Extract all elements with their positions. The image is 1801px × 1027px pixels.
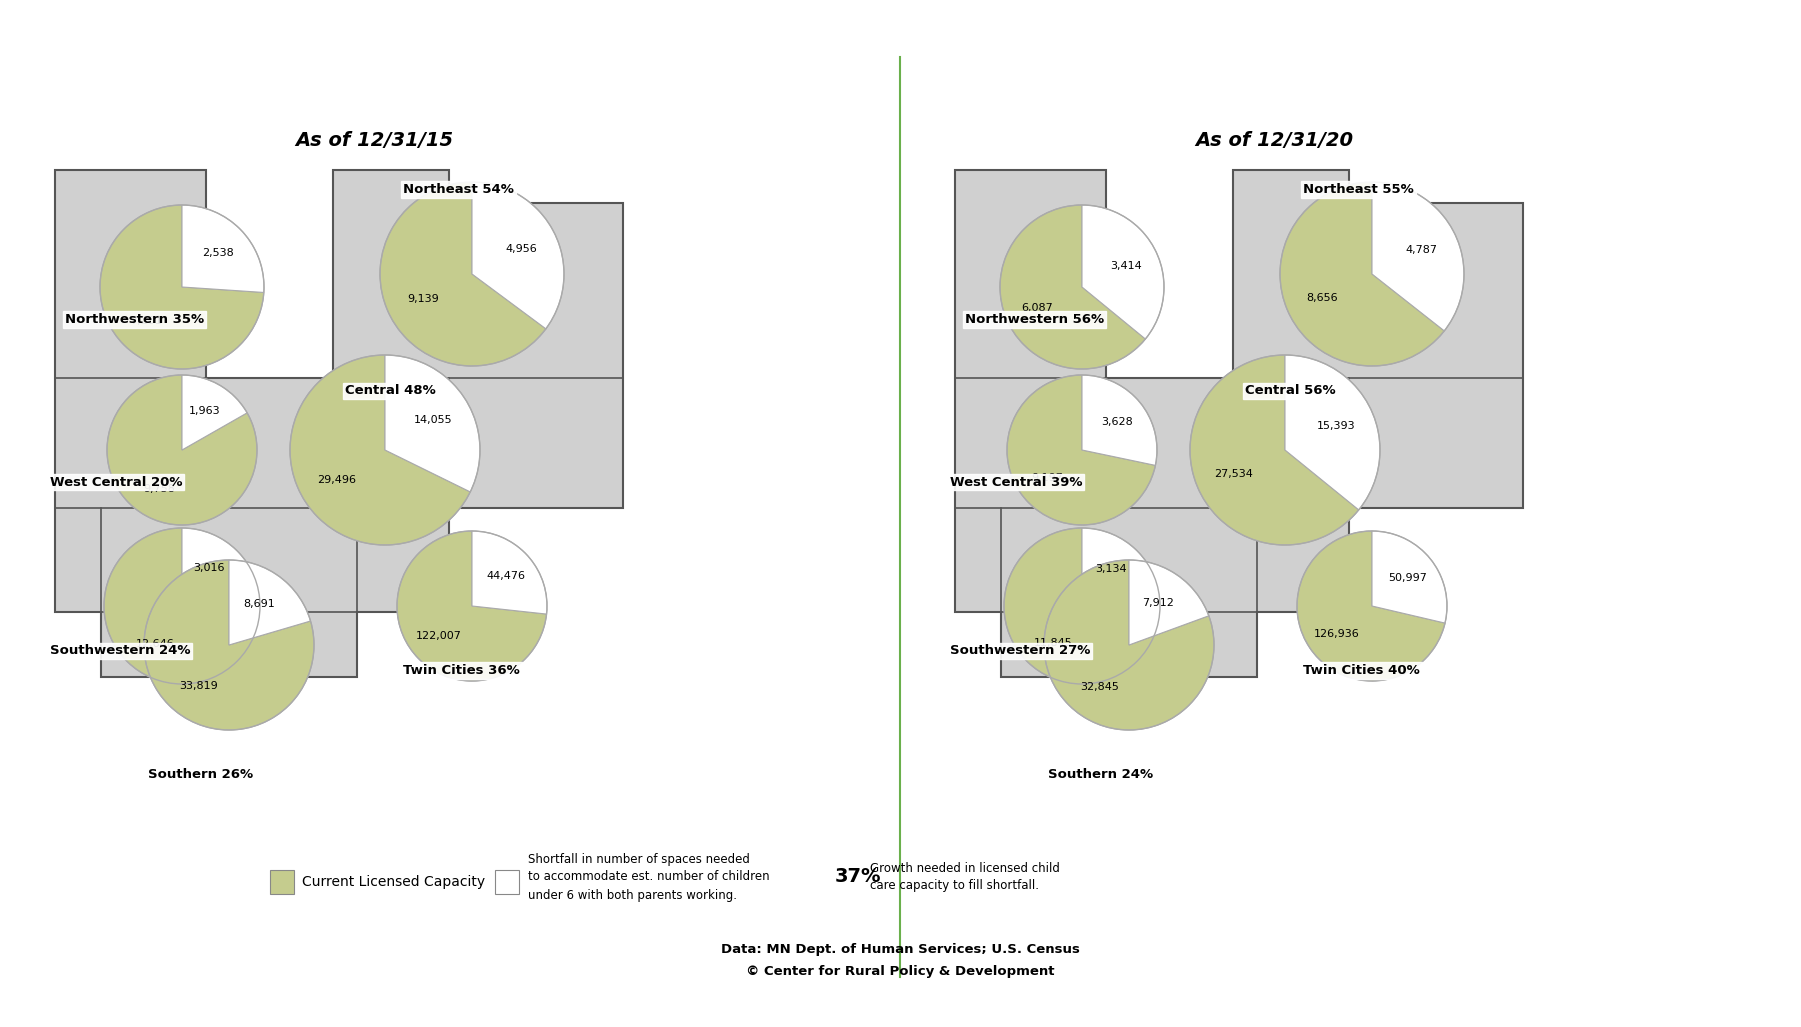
Text: Shortfall in number of spaces needed
to accommodate est. number of children
unde: Shortfall in number of spaces needed to … <box>528 852 769 902</box>
Wedge shape <box>1045 560 1214 730</box>
Text: 7,201: 7,201 <box>130 315 162 326</box>
Text: Central 48%: Central 48% <box>346 384 436 397</box>
Text: 122,007: 122,007 <box>416 631 461 641</box>
Text: 126,936: 126,936 <box>1315 629 1360 639</box>
Text: Southern 26%: Southern 26% <box>148 768 252 781</box>
Text: Southwestern 24%: Southwestern 24% <box>50 645 191 657</box>
Text: 9,758: 9,758 <box>144 484 175 494</box>
Wedge shape <box>1082 205 1163 339</box>
Wedge shape <box>1281 182 1444 366</box>
FancyBboxPatch shape <box>495 870 519 893</box>
Text: 50,997: 50,997 <box>1389 573 1426 583</box>
Wedge shape <box>106 375 258 525</box>
Text: Northeast 55%: Northeast 55% <box>1302 183 1414 196</box>
Text: As of 12/31/15: As of 12/31/15 <box>295 130 454 150</box>
Text: Northeast 54%: Northeast 54% <box>403 183 513 196</box>
Text: 3,134: 3,134 <box>1095 564 1126 574</box>
Wedge shape <box>1190 355 1358 545</box>
Text: 4,787: 4,787 <box>1405 244 1437 255</box>
Text: Twin Cities 36%: Twin Cities 36% <box>403 664 520 677</box>
Text: Twin Cities 40%: Twin Cities 40% <box>1302 664 1419 677</box>
Wedge shape <box>1082 528 1158 606</box>
Wedge shape <box>101 205 263 369</box>
Wedge shape <box>229 560 310 645</box>
Text: 3,414: 3,414 <box>1111 261 1142 271</box>
Wedge shape <box>182 375 247 450</box>
Text: 3,628: 3,628 <box>1100 417 1133 426</box>
Text: 8,656: 8,656 <box>1306 293 1338 303</box>
Text: Northwestern 35%: Northwestern 35% <box>65 313 204 326</box>
Text: 7,912: 7,912 <box>1142 598 1174 608</box>
Text: 9,139: 9,139 <box>407 294 439 304</box>
Text: Growth needed in licensed child
care capacity to fill shortfall.: Growth needed in licensed child care cap… <box>870 862 1059 892</box>
Text: 8,691: 8,691 <box>243 599 276 609</box>
Wedge shape <box>1372 182 1464 331</box>
Text: © Center for Rural Policy & Development: © Center for Rural Policy & Development <box>746 965 1054 979</box>
Wedge shape <box>290 355 470 545</box>
Wedge shape <box>380 182 546 366</box>
Text: 44,476: 44,476 <box>486 571 524 581</box>
Wedge shape <box>182 205 265 293</box>
Wedge shape <box>104 528 259 684</box>
Wedge shape <box>1007 375 1156 525</box>
Wedge shape <box>144 560 313 730</box>
Text: 27,534: 27,534 <box>1214 469 1253 480</box>
Wedge shape <box>472 531 548 614</box>
Text: 3,016: 3,016 <box>193 563 225 572</box>
Wedge shape <box>1003 528 1160 684</box>
Text: West Central 39%: West Central 39% <box>949 476 1082 489</box>
Text: 2,538: 2,538 <box>202 249 234 259</box>
Text: Current Licensed Capacity: Current Licensed Capacity <box>303 875 484 889</box>
Text: 14,055: 14,055 <box>414 415 452 425</box>
Text: 33,819: 33,819 <box>178 681 218 691</box>
Text: 1,963: 1,963 <box>189 406 220 416</box>
Polygon shape <box>955 170 1524 677</box>
Text: Southwestern 27%: Southwestern 27% <box>949 645 1090 657</box>
Text: 15,393: 15,393 <box>1317 420 1356 430</box>
Text: 12,646: 12,646 <box>137 640 175 649</box>
Text: West Central 20%: West Central 20% <box>50 476 182 489</box>
Wedge shape <box>1129 560 1208 645</box>
Text: 32,845: 32,845 <box>1081 682 1118 692</box>
Text: 4,956: 4,956 <box>506 244 537 255</box>
Polygon shape <box>56 170 623 677</box>
Text: Southern 24%: Southern 24% <box>1048 768 1153 781</box>
Wedge shape <box>1297 531 1444 681</box>
Wedge shape <box>1372 531 1446 623</box>
Wedge shape <box>385 355 481 492</box>
Text: Central 56%: Central 56% <box>1244 384 1336 397</box>
Wedge shape <box>1082 375 1156 465</box>
Text: As of 12/31/20: As of 12/31/20 <box>1194 130 1353 150</box>
FancyBboxPatch shape <box>270 870 294 893</box>
Text: 6,087: 6,087 <box>1021 303 1054 313</box>
Text: 37%: 37% <box>836 868 881 886</box>
Wedge shape <box>1284 355 1380 509</box>
Wedge shape <box>1000 205 1145 369</box>
Text: 29,496: 29,496 <box>317 476 357 485</box>
Text: Data: MN Dept. of Human Services; U.S. Census: Data: MN Dept. of Human Services; U.S. C… <box>720 943 1079 955</box>
Wedge shape <box>396 531 546 681</box>
Wedge shape <box>472 182 564 329</box>
Text: 11,845: 11,845 <box>1034 638 1073 648</box>
Text: 9,197: 9,197 <box>1032 473 1063 484</box>
Wedge shape <box>182 528 256 606</box>
Text: Northwestern 56%: Northwestern 56% <box>965 313 1104 326</box>
